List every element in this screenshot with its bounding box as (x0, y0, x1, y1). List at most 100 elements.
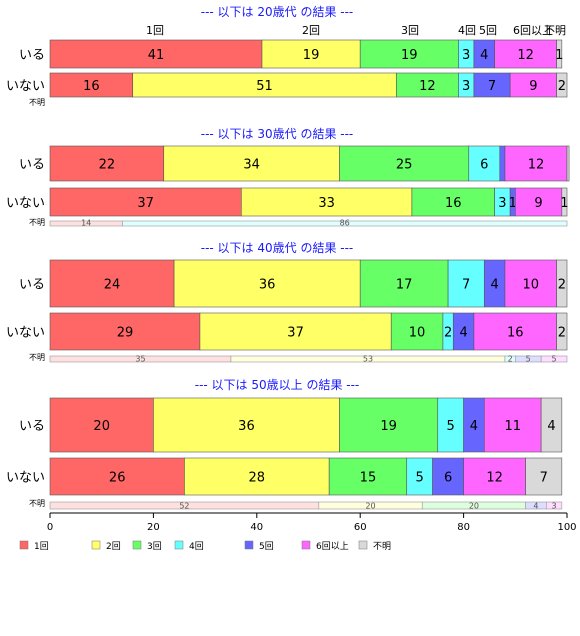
data-label: 1 (560, 196, 568, 211)
bar-segment (540, 397, 563, 453)
legend-label: 不明 (373, 541, 391, 552)
bar-segment (390, 312, 444, 351)
data-label: 1 (555, 48, 563, 63)
bar-segment (504, 259, 557, 308)
data-label: 11 (504, 419, 521, 434)
data-label: 2 (558, 79, 566, 94)
group-title: --- 以下は 30歳代 の結果 --- (201, 127, 354, 141)
x-tick-label: 100 (557, 522, 576, 533)
data-label: 7 (462, 278, 470, 293)
data-label: 2 (444, 326, 452, 341)
bar-segment (546, 501, 563, 510)
data-label: 28 (249, 471, 266, 486)
data-label: 16 (507, 326, 524, 341)
category-label: 不明 (544, 24, 566, 37)
data-label: 9 (529, 79, 537, 94)
x-tick-label: 60 (354, 522, 367, 533)
row-label: 不明 (29, 98, 45, 107)
legend-label: 1回 (34, 541, 49, 552)
data-label: 3 (462, 79, 470, 94)
legend-label: 5回 (259, 541, 274, 552)
data-label: 25 (396, 158, 413, 173)
x-tick-label: 40 (250, 522, 263, 533)
bar-segment (199, 312, 392, 351)
data-label: 12 (486, 471, 503, 486)
bar-segment (499, 145, 506, 182)
data-label: 12 (517, 48, 534, 63)
legend-swatch (132, 540, 142, 550)
data-label: 86 (340, 219, 350, 228)
bar-segment (566, 145, 570, 182)
legend-swatch (358, 540, 368, 550)
row-label: 不明 (29, 499, 45, 508)
row-label: 不明 (29, 218, 45, 227)
data-label: 36 (259, 278, 276, 293)
category-label: 3回 (401, 24, 419, 37)
legend-label: 3回 (147, 541, 162, 552)
bar-segment (447, 259, 485, 308)
category-label: 5回 (479, 24, 497, 37)
legend-swatch (244, 540, 254, 550)
data-label: 37 (137, 196, 154, 211)
bar-segment (328, 457, 408, 496)
row-label: いる (19, 48, 45, 63)
bar-segment (122, 220, 568, 227)
bar-segment (504, 145, 568, 182)
data-label: 29 (117, 326, 134, 341)
bar-segment (49, 312, 201, 351)
bar-segment (556, 259, 568, 308)
data-label: 9 (534, 196, 542, 211)
data-label: 41 (148, 48, 165, 63)
bar-segment (261, 39, 361, 69)
bar-segment (556, 39, 563, 69)
category-label: 2回 (302, 24, 320, 37)
bar-segment (406, 457, 433, 496)
data-label: 10 (523, 278, 540, 293)
data-label: 4 (459, 326, 467, 341)
bar-segment (525, 457, 563, 496)
bar-segment (240, 187, 413, 217)
data-label: 19 (380, 419, 397, 434)
data-label: 37 (287, 326, 304, 341)
bar-segment (468, 145, 501, 182)
group-title: --- 以下は 50歳以上 の結果 --- (195, 378, 360, 392)
data-label: 1 (509, 196, 517, 211)
data-label: 10 (409, 326, 426, 341)
bar-segment (339, 145, 470, 182)
legend-swatch (174, 540, 184, 550)
row-label: いる (19, 158, 45, 173)
data-label: 2 (558, 326, 566, 341)
group-title: --- 以下は 20歳代 の結果 --- (201, 5, 354, 19)
data-label: 3 (462, 48, 470, 63)
bar-segment (556, 72, 568, 98)
data-label: 7 (488, 79, 496, 94)
data-label: 20 (365, 502, 375, 511)
data-label: 5 (526, 355, 531, 364)
bar-segment (483, 397, 542, 453)
legend-label: 4回 (189, 541, 204, 552)
bar-segment (561, 187, 568, 217)
data-label: 3 (552, 502, 557, 511)
bar-segment (556, 312, 568, 351)
row-label: いる (19, 419, 45, 434)
legend-label: 6回以上 (316, 541, 349, 552)
data-label: 16 (445, 196, 462, 211)
data-label: 51 (256, 79, 273, 94)
data-label: 33 (318, 196, 335, 211)
category-label: 4回 (458, 24, 476, 37)
category-label: 1回 (146, 24, 164, 37)
data-label: 52 (179, 502, 189, 511)
data-label: 12 (419, 79, 436, 94)
bar-segment (339, 397, 439, 453)
data-label: 24 (104, 278, 121, 293)
data-label: 19 (303, 48, 320, 63)
data-label: 6 (480, 158, 488, 173)
bar-segment (494, 39, 557, 69)
bar-segment (49, 145, 165, 182)
data-label: 35 (135, 355, 145, 364)
group-title: --- 以下は 40歳代 の結果 --- (201, 241, 354, 255)
data-label: 22 (99, 158, 116, 173)
x-tick-label: 20 (147, 522, 160, 533)
data-label: 2 (508, 355, 513, 364)
bar-segment (132, 72, 397, 98)
